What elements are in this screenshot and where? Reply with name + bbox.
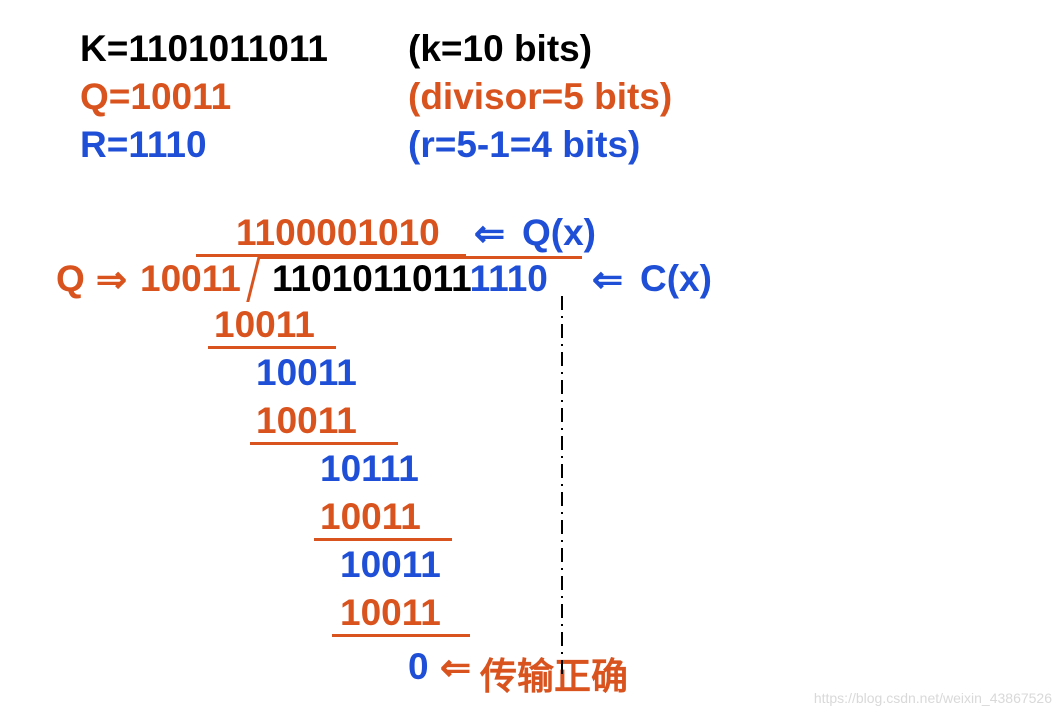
k-bits: (k=10 bits) xyxy=(408,28,592,70)
quotient-value: 1100001010 xyxy=(236,212,440,254)
division-step-underline xyxy=(332,634,470,637)
division-step: 10011 xyxy=(340,544,441,586)
longdiv-vertical xyxy=(246,256,260,302)
watermark: https://blog.csdn.net/weixin_43867526 xyxy=(814,690,1052,706)
result-zero: 0 xyxy=(408,646,429,688)
q-bits: (divisor=5 bits) xyxy=(408,76,672,118)
r-bits: (r=5-1=4 bits) xyxy=(408,124,640,166)
cx-label: C(x) xyxy=(640,258,712,300)
arrow-left-icon: ⇐ xyxy=(592,258,623,301)
division-step-underline xyxy=(314,538,452,541)
division-step-underline xyxy=(208,346,336,349)
division-step: 10011 xyxy=(256,352,357,394)
division-step: 10011 xyxy=(214,304,315,346)
k-value: K=1101011011 xyxy=(80,28,328,70)
division-step: 10111 xyxy=(320,448,419,490)
arrow-left-icon: ⇐ xyxy=(440,646,471,689)
dividend-blue: 1110 xyxy=(470,258,548,299)
division-step-underline xyxy=(250,442,398,445)
division-step: 10011 xyxy=(340,592,441,634)
q-prefix: Q xyxy=(56,258,95,300)
division-step: 10011 xyxy=(256,400,357,442)
r-value: R=1110 xyxy=(80,124,207,166)
divisor-value: 10011 xyxy=(140,258,241,300)
dash-dot-line xyxy=(560,296,564,674)
dividend-black: 1101011011 xyxy=(272,258,470,299)
result-label: 传输正确 xyxy=(480,646,628,700)
dividend: 11010110111110 xyxy=(272,258,548,300)
q-value: Q=10011 xyxy=(80,76,231,118)
quotient-label: Q(x) xyxy=(522,212,596,254)
arrow-left-icon: ⇐ xyxy=(474,212,505,255)
arrow-right-icon: ⇒ xyxy=(96,258,127,301)
division-step: 10011 xyxy=(320,496,421,538)
